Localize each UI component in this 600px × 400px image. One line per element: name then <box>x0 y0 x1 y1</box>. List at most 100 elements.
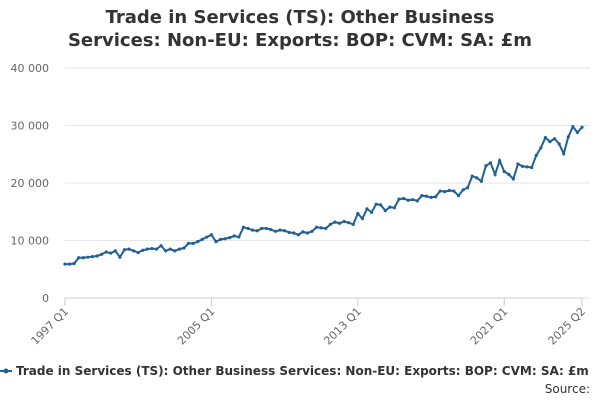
data-point <box>365 207 369 211</box>
data-point <box>250 228 255 232</box>
data-point <box>516 162 520 166</box>
data-point <box>401 196 406 201</box>
data-point <box>218 237 223 241</box>
data-point <box>347 221 351 225</box>
data-point <box>319 226 323 230</box>
data-point <box>113 249 117 253</box>
data-point <box>214 240 218 244</box>
data-point <box>86 255 90 259</box>
x-tick-label: 2025 Q2 <box>546 305 589 348</box>
data-point <box>351 222 355 226</box>
data-point <box>575 130 580 134</box>
data-point <box>237 235 241 239</box>
data-point <box>145 247 149 251</box>
data-point <box>511 177 515 181</box>
data-point <box>456 194 461 198</box>
data-point <box>278 228 282 232</box>
data-point <box>100 252 104 256</box>
data-point <box>530 165 534 170</box>
data-point <box>246 226 250 231</box>
data-point <box>374 202 378 206</box>
data-point <box>447 188 451 193</box>
data-point <box>72 261 76 266</box>
data-point <box>301 230 305 234</box>
y-tick-label: 0 <box>42 292 49 305</box>
x-tick-label: 2005 Q1 <box>175 305 218 348</box>
data-point <box>177 247 181 251</box>
x-tick-label: 1997 Q1 <box>29 305 72 348</box>
data-point <box>406 198 410 202</box>
data-point <box>415 199 419 203</box>
data-point <box>232 234 236 238</box>
data-point <box>543 135 547 140</box>
data-point <box>433 195 438 199</box>
data-point <box>136 250 140 255</box>
chart-title: Trade in Services (TS): Other Business S… <box>67 7 533 51</box>
data-point <box>470 174 474 178</box>
data-point <box>186 241 191 245</box>
data-point <box>241 225 246 229</box>
data-point <box>369 210 374 214</box>
data-point <box>305 231 310 235</box>
data-point <box>164 249 168 253</box>
data-point <box>90 255 95 259</box>
data-point <box>534 153 538 157</box>
data-point <box>141 248 145 252</box>
data-point <box>283 229 287 233</box>
data-point <box>392 206 397 210</box>
data-point <box>159 244 163 248</box>
data-point <box>81 256 85 260</box>
data-point <box>223 237 227 241</box>
data-point <box>571 125 575 129</box>
data-point <box>337 221 342 225</box>
data-point <box>273 229 278 233</box>
data-point <box>498 158 502 163</box>
data-point <box>264 226 268 231</box>
data-point <box>484 164 488 168</box>
y-tick-label: 30 000 <box>11 120 50 133</box>
data-point <box>173 249 177 253</box>
data-point <box>310 229 314 233</box>
data-point <box>168 247 172 251</box>
source: Source: <box>545 382 590 396</box>
data-point <box>269 227 273 232</box>
data-point <box>461 188 465 192</box>
data-point <box>562 152 566 156</box>
data-point <box>287 230 291 235</box>
data-point <box>557 142 561 146</box>
data-point <box>182 246 186 250</box>
data-point <box>118 255 122 259</box>
data-point <box>196 240 200 244</box>
data-point <box>388 205 392 209</box>
data-point <box>95 254 99 258</box>
x-tick-label: 2013 Q1 <box>321 305 364 348</box>
data-point <box>132 249 136 253</box>
data-point <box>104 250 108 254</box>
data-point <box>191 241 195 245</box>
data-point <box>438 189 442 193</box>
data-point <box>228 236 232 240</box>
data-point <box>383 209 387 213</box>
data-point <box>205 235 209 239</box>
data-point <box>296 233 300 237</box>
data-line <box>65 124 583 266</box>
data-point <box>566 135 570 139</box>
y-tick-label: 10 000 <box>11 235 50 248</box>
data-point <box>580 125 584 129</box>
data-point <box>397 197 401 201</box>
data-point <box>122 248 127 252</box>
data-point <box>63 262 67 266</box>
y-tick-label: 20 000 <box>11 177 50 190</box>
data-point <box>77 256 81 260</box>
legend-marker <box>3 368 9 374</box>
data-point <box>315 225 319 229</box>
data-point <box>443 190 447 194</box>
data-point <box>209 233 214 237</box>
data-point <box>127 247 131 251</box>
data-point <box>507 172 511 176</box>
data-point <box>255 229 259 233</box>
data-point <box>479 179 483 183</box>
data-point <box>493 172 497 176</box>
data-point <box>466 186 470 190</box>
